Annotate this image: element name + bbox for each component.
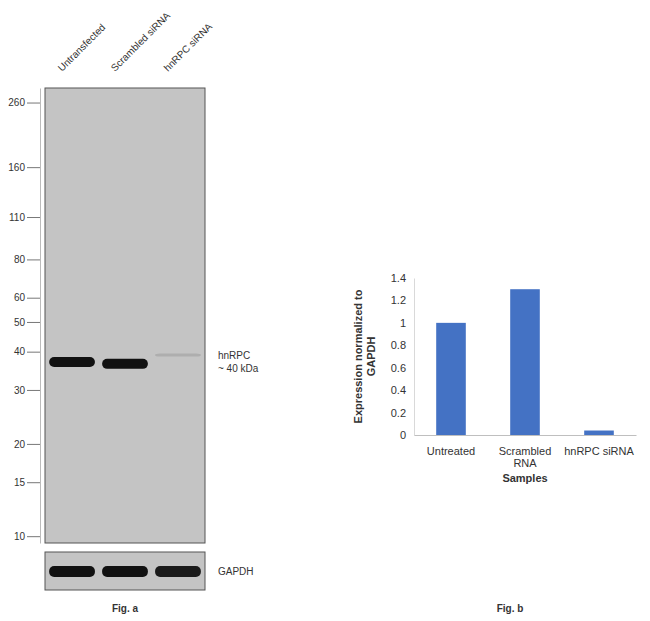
tick: Untreated (427, 435, 475, 457)
tick-label: 80 (14, 254, 26, 265)
tick: 50 (14, 317, 40, 328)
tick-label: 10 (14, 531, 26, 542)
tick-mark (27, 482, 40, 483)
tick: 60 (14, 292, 40, 303)
y-axis-title: Expression normalized toGAPDH (352, 289, 377, 423)
tick-label: 1.2 (391, 294, 406, 306)
band (49, 357, 95, 367)
tick-mark (27, 322, 40, 323)
tick: 40 (14, 346, 40, 357)
text-line: ~ 40 kDa (218, 363, 259, 374)
tick-label: 110 (9, 212, 25, 223)
tick-label: 0 (400, 429, 406, 441)
text-line: Scrambled (499, 445, 552, 457)
x-axis: Untreated ScrambledRNA hnRPC siRNA (415, 435, 637, 469)
tick: 160 (8, 162, 40, 173)
tick: 0.6 (391, 362, 414, 374)
tick-label: 0.8 (391, 339, 406, 351)
tick: 1 (400, 317, 414, 329)
y-axis: 260 160 110 80 60 50 40 30 20 15 10 (8, 89, 40, 544)
tick: hnRPC siRNA (564, 435, 634, 457)
tick-mark (27, 352, 40, 353)
tick-label: 0.2 (391, 407, 406, 419)
tick-label: Untreated (427, 445, 475, 457)
tick-label: 15 (14, 477, 26, 488)
band (49, 566, 95, 577)
tick: ScrambledRNA (499, 435, 552, 469)
tick: 30 (14, 385, 40, 396)
tick-label: 0.6 (391, 362, 406, 374)
tick: 0.2 (391, 407, 414, 419)
axis-line (415, 435, 637, 436)
text-line: hnRPC (218, 350, 250, 361)
lane-label: hnRPC siRNA (162, 21, 215, 74)
loading-control-label: GAPDH (218, 566, 254, 577)
lane-label: Untransfected (56, 22, 108, 74)
tick: 80 (14, 254, 40, 265)
tick-label: 260 (8, 97, 25, 108)
tick: 260 (8, 97, 40, 108)
tick-mark (27, 298, 40, 299)
figure: 2601601108060504030201510UntransfectedSc… (0, 0, 650, 621)
bar (584, 431, 614, 435)
tick: 1.4 (391, 272, 414, 284)
tick: 110 (9, 212, 40, 223)
band (102, 359, 148, 369)
membrane (45, 88, 205, 543)
band (155, 566, 201, 577)
blot-panel: 2601601108060504030201510UntransfectedSc… (8, 10, 258, 614)
tick: 0.8 (391, 339, 414, 351)
axis-line (40, 89, 41, 544)
bar (510, 289, 540, 435)
bar-chart: 0 0.2 0.4 0.6 0.8 1 1.2 1.4 Untreated ScrambledRN… (352, 272, 637, 614)
axis-line (414, 279, 415, 436)
text-line: Expression normalized to (352, 289, 364, 423)
tick: 15 (14, 477, 40, 488)
tick-label: ScrambledRNA (499, 445, 552, 469)
tick-label: 20 (14, 439, 26, 450)
y-axis: 0 0.2 0.4 0.6 0.8 1 1.2 1.4 (391, 272, 415, 441)
loading-control-membrane (45, 552, 205, 590)
band (155, 354, 201, 357)
tick-label: 40 (14, 346, 26, 357)
tick-mark (27, 103, 40, 104)
tick-mark (27, 444, 40, 445)
band (102, 566, 148, 577)
caption: Fig. a (112, 603, 139, 614)
tick-mark (27, 536, 40, 537)
text-line: GAPDH (365, 337, 377, 377)
tick-label: hnRPC siRNA (564, 445, 634, 457)
tick: 20 (14, 439, 40, 450)
tick-label: 0.4 (391, 384, 406, 396)
tick-label: 60 (14, 292, 26, 303)
tick-label: 160 (8, 162, 25, 173)
bands (49, 354, 201, 369)
tick-label: 1.4 (391, 272, 406, 284)
tick: 1.2 (391, 294, 414, 306)
tick-mark (27, 217, 40, 218)
tick-label: 50 (14, 317, 26, 328)
tick-mark (27, 167, 40, 168)
x-axis-title: Samples (502, 472, 547, 484)
tick-label: 1 (400, 317, 406, 329)
tick: 0.4 (391, 384, 414, 396)
tick-label: 30 (14, 385, 26, 396)
band-label: hnRPC ~ 40 kDa (218, 350, 259, 374)
bar (436, 323, 466, 435)
tick: 0 (400, 429, 414, 441)
caption: Fig. b (497, 603, 524, 614)
tick-mark (27, 390, 40, 391)
bars (436, 289, 614, 435)
tick: 10 (14, 531, 40, 542)
text-line: RNA (513, 457, 537, 469)
tick-mark (27, 259, 40, 260)
